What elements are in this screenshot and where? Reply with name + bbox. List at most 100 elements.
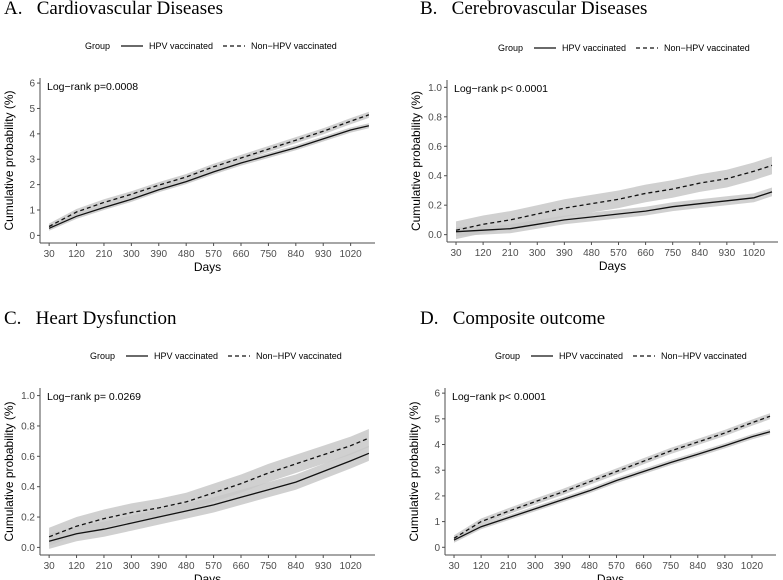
legend-group-label: Group — [85, 41, 110, 51]
legend-solid-label: HPV vaccinated — [562, 43, 626, 53]
x-tick-label: 30 — [44, 561, 56, 572]
confidence-band-non-hpv — [454, 413, 770, 542]
y-tick-label: 4 — [434, 440, 440, 451]
x-tick-label: 120 — [475, 248, 492, 259]
y-tick-label: 0.6 — [21, 452, 35, 463]
x-axis-label: Days — [194, 572, 221, 580]
x-tick-label: 30 — [44, 249, 56, 260]
x-tick-label: 210 — [502, 248, 519, 259]
legend-solid-label: HPV vaccinated — [559, 351, 623, 361]
y-tick-label: 6 — [29, 79, 35, 90]
legend-dashed-label: Non−HPV vaccinated — [251, 41, 337, 51]
x-axis-label: Days — [599, 259, 626, 273]
confidence-band-non-hpv — [49, 429, 369, 546]
x-tick-label: 480 — [581, 561, 598, 572]
x-tick-label: 120 — [473, 561, 490, 572]
y-tick-label: 0.0 — [21, 543, 35, 554]
y-tick-label: 0.0 — [428, 230, 442, 241]
x-tick-label: 300 — [123, 561, 140, 572]
x-tick-label: 750 — [260, 561, 277, 572]
legend: Group HPV vaccinated Non−HPV vaccinated — [85, 41, 337, 51]
x-tick-label: 570 — [205, 561, 222, 572]
x-tick-label: 660 — [233, 249, 250, 260]
legend-dashed-label: Non−HPV vaccinated — [664, 43, 750, 53]
legend-solid-label: HPV vaccinated — [154, 351, 218, 361]
legend: Group HPV vaccinated Non−HPV vaccinated — [498, 43, 750, 53]
legend-group-label: Group — [498, 43, 523, 53]
y-tick-label: 4 — [29, 129, 35, 140]
x-tick-label: 390 — [554, 561, 571, 572]
x-tick-label: 840 — [689, 561, 706, 572]
confidence-band-hpv — [456, 187, 772, 237]
panel-a: Group HPV vaccinated Non−HPV vaccinated012… — [2, 41, 375, 274]
legend-dashed-label: Non−HPV vaccinated — [661, 351, 747, 361]
series-line-hpv-vaccinated — [455, 191, 773, 233]
legend-group-label: Group — [90, 351, 115, 361]
x-tick-label: 480 — [583, 248, 600, 259]
x-tick-label: 750 — [260, 249, 277, 260]
series-line-hpv-vaccinated — [453, 431, 771, 541]
x-tick-label: 30 — [448, 561, 460, 572]
y-tick-label: 1.0 — [428, 83, 442, 94]
x-tick-label: 210 — [500, 561, 517, 572]
legend-solid-label: HPV vaccinated — [149, 41, 213, 51]
x-tick-label: 840 — [287, 249, 304, 260]
x-tick-label: 1020 — [340, 249, 363, 260]
x-tick-label: 300 — [529, 248, 546, 259]
panel-d: Group HPV vaccinated Non−HPV vaccinated 0 12… — [407, 351, 776, 580]
x-tick-label: 840 — [287, 561, 304, 572]
y-tick-label: 2 — [29, 180, 35, 191]
y-axis-label: Cumulative probability (%) — [409, 91, 423, 231]
legend: Group HPV vaccinated Non−HPV vaccinated — [495, 351, 747, 361]
y-tick-label: 3 — [29, 155, 35, 166]
y-tick-label: 0.4 — [428, 171, 442, 182]
y-tick-label: 0.2 — [21, 513, 35, 524]
y-axis-label: Cumulative probability (%) — [2, 401, 16, 541]
y-tick-label: 6 — [434, 389, 440, 400]
x-axis-label: Days — [194, 260, 221, 274]
y-tick-label: 1.0 — [21, 391, 35, 402]
x-tick-label: 30 — [450, 248, 462, 259]
y-tick-label: 0.6 — [428, 142, 442, 153]
x-tick-label: 210 — [96, 249, 113, 260]
y-tick-label: 0.2 — [428, 201, 442, 212]
x-tick-label: 750 — [662, 561, 679, 572]
y-tick-label: 0.4 — [21, 482, 35, 493]
y-tick-label: 0 — [434, 543, 440, 554]
y-axis-label: Cumulative probability (%) — [407, 401, 421, 541]
x-tick-label: 750 — [664, 248, 681, 259]
y-tick-label: 5 — [434, 414, 440, 425]
series-line-hpv-vaccinated — [48, 452, 370, 542]
x-tick-label: 480 — [178, 561, 195, 572]
logrank-annotation: Log−rank p< 0.0001 — [452, 391, 546, 403]
x-tick-label: 660 — [635, 561, 652, 572]
x-tick-label: 660 — [233, 561, 250, 572]
x-tick-label: 660 — [637, 248, 654, 259]
x-tick-label: 120 — [68, 561, 85, 572]
x-tick-label: 390 — [556, 248, 573, 259]
series-line-non-hpv-vaccinated — [455, 164, 773, 231]
x-tick-label: 570 — [608, 561, 625, 572]
x-tick-label: 570 — [610, 248, 627, 259]
series-line-non-hpv-vaccinated — [48, 114, 370, 228]
legend-group-label: Group — [495, 351, 520, 361]
y-tick-label: 2 — [434, 491, 440, 502]
y-tick-label: 3 — [434, 466, 440, 477]
x-tick-label: 480 — [178, 249, 195, 260]
panel-c-title: C. Heart Dysfunction — [4, 308, 177, 329]
confidence-band-non-hpv — [49, 111, 369, 230]
x-tick-label: 930 — [717, 561, 734, 572]
x-tick-label: 1020 — [743, 248, 766, 259]
y-tick-label: 0.8 — [428, 112, 442, 123]
x-tick-label: 930 — [315, 561, 332, 572]
y-axis-label: Cumulative probability (%) — [2, 90, 16, 230]
logrank-annotation: Log−rank p< 0.0001 — [454, 83, 548, 95]
x-tick-label: 210 — [96, 561, 113, 572]
x-tick-label: 390 — [150, 249, 167, 260]
legend-dashed-label: Non−HPV vaccinated — [256, 351, 342, 361]
x-tick-label: 300 — [527, 561, 544, 572]
y-tick-label: 1 — [29, 206, 35, 217]
panel-d-title: D. Composite outcome — [420, 308, 606, 329]
series-line-non-hpv-vaccinated — [48, 437, 370, 538]
y-tick-label: 5 — [29, 104, 35, 115]
